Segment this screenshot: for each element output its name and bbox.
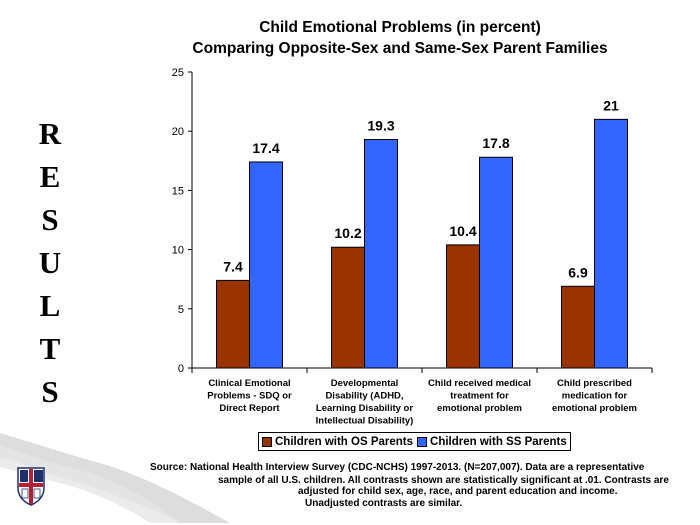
data-label-os: 6.9	[568, 264, 588, 280]
y-tick-label: 20	[172, 126, 184, 138]
bar-ss	[479, 156, 513, 369]
data-label-os: 10.2	[334, 225, 361, 241]
bar-os	[561, 285, 595, 369]
y-tick-label: 10	[172, 245, 184, 257]
y-tick-label: 25	[172, 67, 184, 79]
x-tick-label-line: Child received medical	[428, 378, 531, 389]
data-label-ss: 17.4	[252, 140, 279, 156]
legend-item-os: Children with OS Parents	[262, 436, 413, 448]
bar-os	[216, 279, 250, 369]
legend-label-ss: Children with SS Parents	[430, 435, 567, 448]
side-letter: T	[39, 331, 61, 366]
x-tick-label-line: emotional problem	[437, 403, 522, 414]
x-tick-label: Developmental Disability (ADHD, Learning D…	[316, 378, 414, 427]
legend-label-os: Children with OS Parents	[275, 435, 414, 448]
x-tick-label-line: Problems - SDQ or	[207, 391, 292, 402]
chart-legend: Children with OS Parents Children with S…	[258, 432, 571, 451]
source-line: sample of all U.S. children. All contras…	[218, 475, 669, 486]
x-tick-label-line: Direct Report	[219, 403, 280, 414]
x-tick-label-line: emotional problem	[552, 403, 637, 414]
source-line: Unadjusted contrasts are similar.	[305, 498, 463, 509]
x-tick-label-line: Developmental	[331, 378, 399, 389]
side-letter: S	[41, 202, 59, 237]
bar-ss	[594, 118, 628, 369]
x-tick-label-line: Child prescribed	[557, 378, 632, 389]
bar-chart: 0 5 10 15 20 25 7.4 17.4 Clinical Emotional Probl…	[172, 67, 653, 427]
data-label-ss: 19.3	[367, 117, 394, 133]
source-line: Source: National Health Interview Survey…	[150, 462, 645, 473]
source-line: adjusted for child sex, age, race, and p…	[298, 486, 618, 497]
data-label-os: 10.4	[449, 223, 476, 239]
side-letter: L	[39, 288, 61, 323]
x-tick-label-line: Clinical Emotional	[208, 378, 290, 389]
x-tick-label: Child received medical treatment for emoti…	[428, 378, 531, 414]
data-label-os: 7.4	[223, 258, 243, 274]
y-tick-label: 5	[178, 304, 184, 316]
x-tick-label: Clinical Emotional Problems - SDQ or Direc…	[207, 378, 292, 414]
y-tick-label: 0	[178, 363, 184, 375]
chart-title: Child Emotional Problems (in percent)	[259, 19, 541, 36]
side-letter: E	[39, 159, 61, 194]
legend-item-ss: Children with SS Parents	[417, 436, 567, 448]
university-crest-icon	[17, 467, 45, 506]
x-tick-label-line: medication for	[562, 391, 628, 402]
bar-os	[446, 244, 480, 369]
data-label-ss: 17.8	[482, 135, 509, 151]
bar-ss	[364, 138, 398, 369]
x-tick-label-line: treatment for	[450, 391, 509, 402]
decorative-swoosh	[0, 433, 230, 523]
side-letter: U	[38, 245, 62, 280]
data-label-ss: 21	[603, 97, 619, 113]
x-tick-label: Child prescribed medication for emotional …	[552, 378, 637, 414]
chart-subtitle: Comparing Opposite-Sex and Same-Sex Pare…	[192, 40, 608, 57]
side-word-results: R E S U L T S	[30, 112, 70, 413]
bar-ss	[249, 161, 283, 369]
legend-swatch-ss	[417, 436, 428, 447]
x-tick-label-line: Disability (ADHD,	[325, 391, 403, 402]
legend-swatch-os	[262, 436, 272, 447]
x-tick-label-line: Learning Disability or	[316, 403, 413, 414]
y-tick-label: 15	[172, 185, 184, 197]
bar-os	[331, 246, 365, 369]
side-letter: S	[41, 374, 59, 409]
side-letter: R	[38, 116, 62, 151]
x-tick-label-line: Intellectual Disability)	[316, 416, 414, 427]
